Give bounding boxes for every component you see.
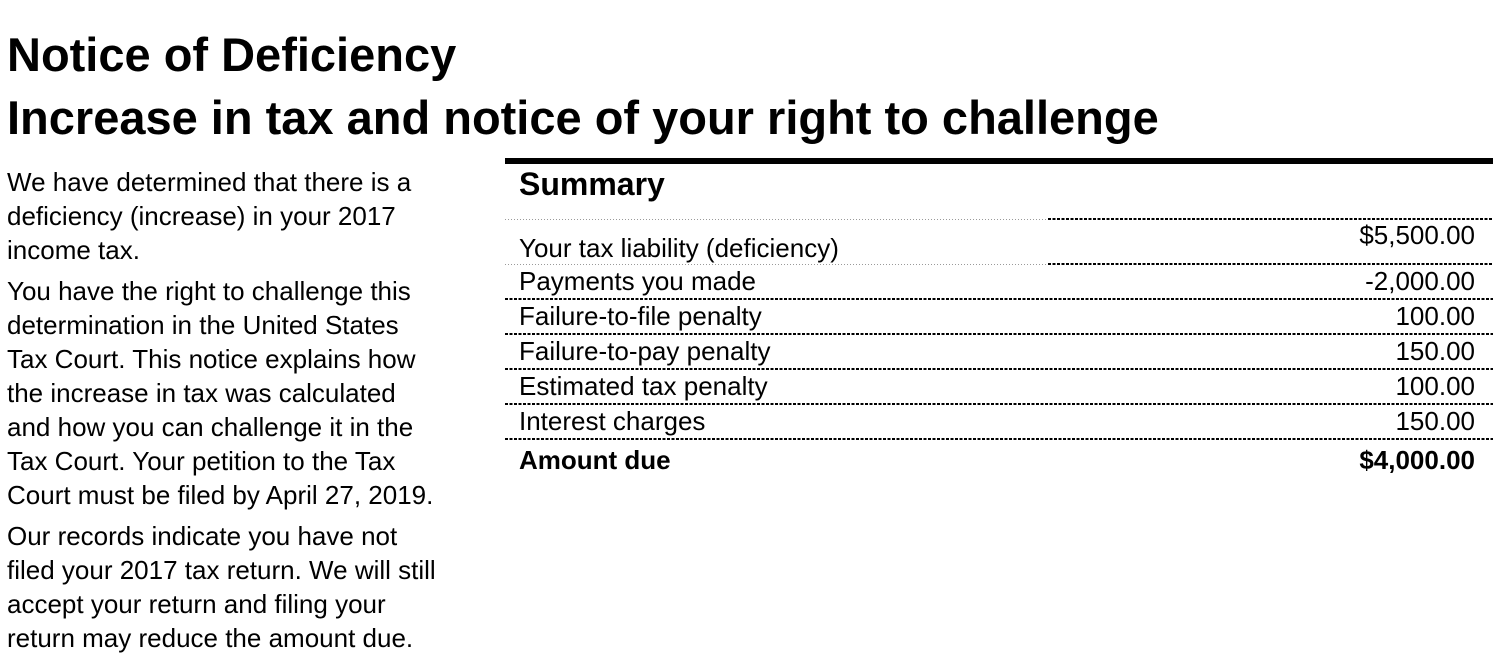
row-value: $5,500.00 [1359, 220, 1475, 250]
body-line: filed your 2017 tax return. We will stil… [7, 555, 436, 585]
summary-top-rule [505, 158, 1493, 164]
row-value: $4,000.00 [1359, 445, 1475, 475]
summary-heading: Summary [519, 166, 665, 202]
table-row: Estimated tax penalty 100.00 [505, 370, 1493, 403]
row-label: Amount due [519, 445, 671, 475]
body-line: return may reduce the amount due. [7, 623, 414, 653]
body-line: deficiency (increase) in your 2017 [7, 201, 396, 231]
summary-section: Summary Your tax liability (deficiency) … [505, 158, 1493, 475]
paragraph-determination: We have determined that there is a defic… [7, 165, 504, 267]
table-row: Your tax liability (deficiency) $5,500.0… [505, 220, 1493, 263]
separator-light-segment [505, 264, 1048, 265]
table-row: Interest charges 150.00 [505, 405, 1493, 438]
row-label: Failure-to-file penalty [519, 301, 762, 331]
separator-dashed [505, 403, 1493, 405]
row-value: -2,000.00 [1365, 266, 1475, 296]
body-line: the increase in tax was calculated [7, 378, 396, 408]
page-title: Notice of Deficiency Increase in tax and… [7, 23, 1159, 149]
row-label: Failure-to-pay penalty [519, 336, 771, 366]
separator-split [505, 263, 1493, 265]
separator-dashed [505, 298, 1493, 300]
body-line: Court must be filed by April 27, 2019. [7, 480, 434, 510]
row-label: Interest charges [519, 406, 706, 436]
table-row: Failure-to-pay penalty 150.00 [505, 335, 1493, 368]
table-row: Payments you made -2,000.00 [505, 265, 1493, 298]
body-line: Our records indicate you have not [7, 521, 398, 551]
table-row: Failure-to-file penalty 100.00 [505, 300, 1493, 333]
body-line: accept your return and filing your [7, 589, 386, 619]
page-title-line-1: Notice of Deficiency [7, 28, 457, 82]
body-line: Tax Court. This notice explains how [7, 344, 416, 374]
row-value: 150.00 [1395, 336, 1475, 366]
separator-dashed [505, 368, 1493, 370]
row-value: 100.00 [1395, 371, 1475, 401]
row-value: 100.00 [1395, 301, 1475, 331]
body-line: income tax. [7, 235, 140, 265]
page-title-line-2: Increase in tax and notice of your right… [7, 91, 1159, 145]
row-label: Estimated tax penalty [519, 371, 768, 401]
separator-split [505, 218, 1493, 220]
body-text-column: We have determined that there is a defic… [7, 165, 504, 662]
separator-dark-segment [1048, 263, 1493, 265]
body-line: and how you can challenge it in the [7, 412, 414, 442]
separator-dashed [505, 333, 1493, 335]
body-line: We have determined that there is a [7, 167, 412, 197]
body-line: You have the right to challenge this [7, 276, 411, 306]
separator-dark-segment [1048, 218, 1493, 220]
body-line: determination in the United States [7, 310, 399, 340]
row-value: 150.00 [1395, 406, 1475, 436]
separator-light-segment [505, 219, 1048, 220]
body-line: Tax Court. Your petition to the Tax [7, 446, 396, 476]
paragraph-right-to-challenge: You have the right to challenge this det… [7, 274, 504, 512]
row-label: Payments you made [519, 266, 757, 296]
row-label: Your tax liability (deficiency) [519, 233, 839, 263]
table-row-amount-due: Amount due $4,000.00 [505, 440, 1493, 475]
separator-dashed [505, 438, 1493, 440]
paragraph-records: Our records indicate you have not filed … [7, 519, 504, 655]
